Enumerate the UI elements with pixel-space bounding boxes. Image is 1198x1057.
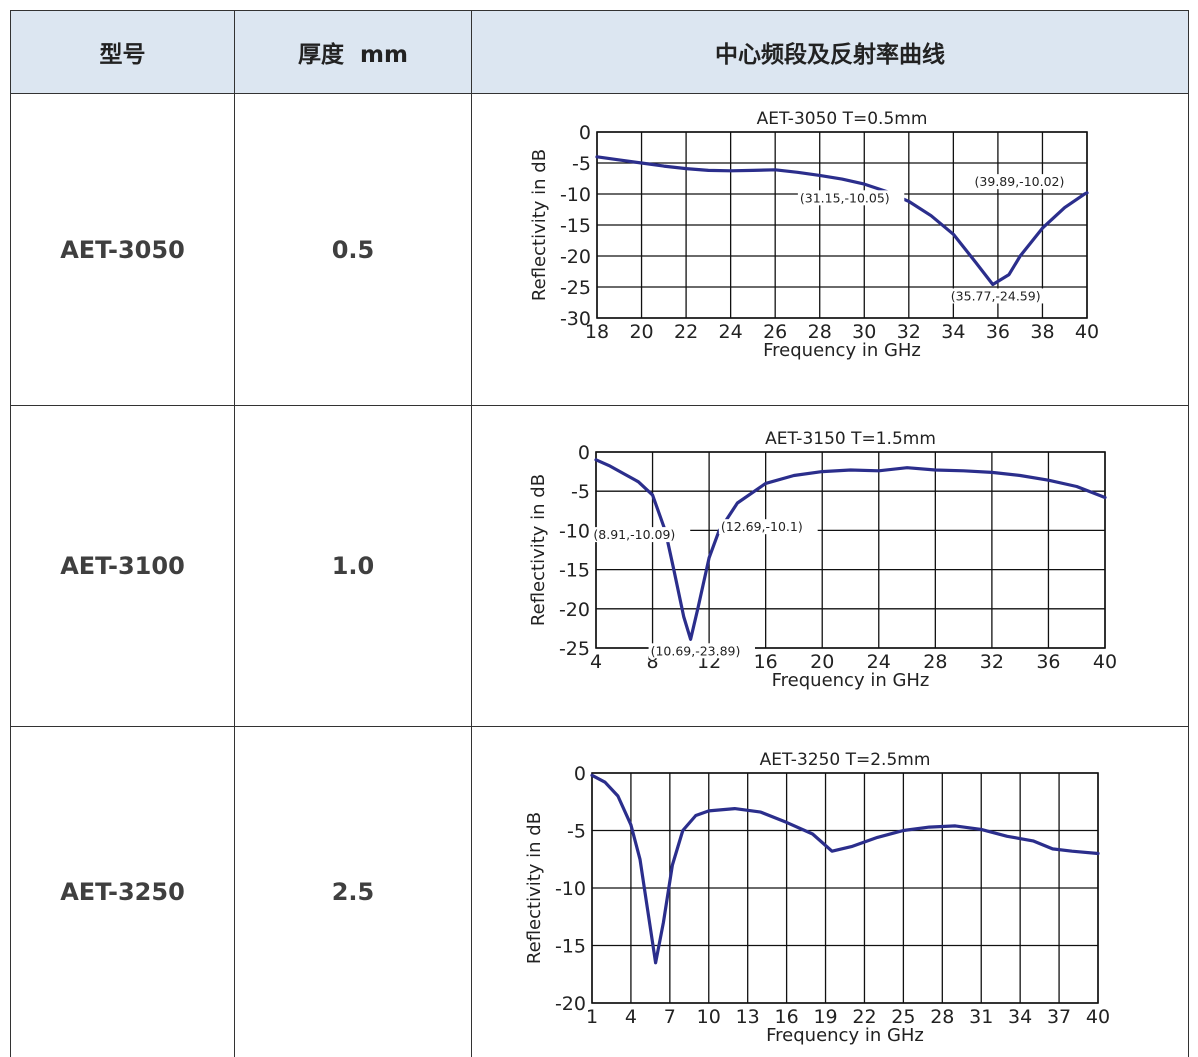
chart-title: AET-3150 T=1.5mm xyxy=(765,429,936,449)
point-annotation: (8.91,-10.09) xyxy=(593,527,675,542)
y-tick-label: -10 xyxy=(560,184,591,206)
x-tick-label: 28 xyxy=(923,651,947,673)
annotation-background xyxy=(797,190,905,206)
model-cell: AET-3050 xyxy=(10,93,235,406)
x-tick-label: 36 xyxy=(986,321,1010,343)
x-tick-label: 24 xyxy=(719,321,743,343)
plot-frame xyxy=(596,131,1088,319)
y-tick-label: -25 xyxy=(560,277,591,299)
reflectivity-curve xyxy=(590,773,1100,965)
y-tick-label: -5 xyxy=(567,821,586,843)
x-tick-label: 18 xyxy=(585,321,609,343)
y-tick-label: -20 xyxy=(560,246,591,268)
table-row: AET-3250 2.5 AET-3250 T=2.5mm 1 4 7 10 13 16 19… xyxy=(10,726,1189,1057)
reflectivity-chart-aet-3050: AET-3050 T=0.5mm 18 20 22 24 26 28 30 32 34 36 38 40… xyxy=(529,109,1099,361)
header-curve: 中心频段及反射率曲线 xyxy=(471,10,1189,94)
y-tick-label: -25 xyxy=(559,638,590,660)
x-tick-label: 31 xyxy=(969,1006,993,1028)
x-tick-label: 34 xyxy=(1008,1006,1032,1028)
x-tick-label: 20 xyxy=(629,321,653,343)
chart-title: AET-3050 T=0.5mm xyxy=(757,109,928,129)
reflectivity-chart-aet-3250: AET-3250 T=2.5mm 1 4 7 10 13 16 19 22 25 28 31 34 37 4… xyxy=(524,750,1110,1046)
y-tick-label: -20 xyxy=(555,993,586,1015)
point-annotation: (39.89,-10.02) xyxy=(975,174,1065,189)
point-annotation: (10.69,-23.89) xyxy=(651,643,741,658)
plot-frame xyxy=(591,772,1099,1004)
x-tick-label: 16 xyxy=(775,1006,799,1028)
x-tick-label: 32 xyxy=(980,651,1004,673)
x-tick-label: 40 xyxy=(1086,1006,1110,1028)
x-tick-label: 38 xyxy=(1030,321,1054,343)
x-tick-label: 22 xyxy=(852,1006,876,1028)
model-cell: AET-3250 xyxy=(10,726,235,1057)
annotation-background xyxy=(972,174,1079,190)
y-tick-label: 0 xyxy=(579,122,591,144)
annotation-background xyxy=(718,519,818,535)
header-row: 型号 厚度 mm 中心频段及反射率曲线 xyxy=(10,10,1189,94)
table-row: AET-3050 0.5 AET-3050 T=0.5mm 18 20 22 24 26 2… xyxy=(10,93,1189,406)
x-tick-label: 28 xyxy=(930,1006,954,1028)
y-tick-label: -15 xyxy=(559,560,590,582)
x-tick-label: 19 xyxy=(813,1006,837,1028)
x-tick-label: 4 xyxy=(625,1006,637,1028)
plot-frame xyxy=(595,451,1106,649)
annotation-background xyxy=(948,288,1056,304)
y-axis-label: Reflectivity in dB xyxy=(528,474,549,626)
x-tick-label: 37 xyxy=(1047,1006,1071,1028)
x-tick-label: 26 xyxy=(763,321,787,343)
y-tick-label: -10 xyxy=(555,878,586,900)
y-tick-label: -15 xyxy=(560,215,591,237)
y-tick-label: -30 xyxy=(560,308,591,330)
header-model: 型号 xyxy=(10,10,235,94)
chart-cell: AET-3050 T=0.5mm 18 20 22 24 26 28 30 32 34 36 38 40… xyxy=(471,93,1189,406)
x-tick-label: 40 xyxy=(1093,651,1117,673)
y-tick-label: -5 xyxy=(571,481,590,503)
x-tick-label: 40 xyxy=(1075,321,1099,343)
point-annotation: (31.15,-10.05) xyxy=(800,190,890,205)
chart-cell: AET-3250 T=2.5mm 1 4 7 10 13 16 19 22 25 28 31 34 37 4… xyxy=(471,726,1189,1057)
x-tick-label: 36 xyxy=(1036,651,1060,673)
y-tick-label: -15 xyxy=(555,936,586,958)
reflectivity-curve xyxy=(595,155,1089,287)
y-axis-label: Reflectivity in dB xyxy=(529,149,550,301)
chart-cell: AET-3150 T=1.5mm 4 8 12 16 20 24 28 32 36 40 0 -5 -10… xyxy=(471,405,1189,727)
x-tick-label: 1 xyxy=(586,1006,598,1028)
x-axis-label: Frequency in GHz xyxy=(772,670,930,691)
point-annotation: (12.69,-10.1) xyxy=(721,519,803,534)
x-tick-label: 28 xyxy=(808,321,832,343)
reflectivity-curve xyxy=(594,458,1107,641)
annotation-background xyxy=(648,643,755,659)
y-tick-label: -20 xyxy=(559,599,590,621)
x-tick-label: 22 xyxy=(674,321,698,343)
thickness-cell: 1.0 xyxy=(234,405,472,727)
x-tick-label: 24 xyxy=(867,651,891,673)
x-axis-label: Frequency in GHz xyxy=(766,1025,924,1046)
point-annotation: (35.77,-24.59) xyxy=(951,288,1041,303)
spec-table: 型号 厚度 mm 中心频段及反射率曲线 AET-3050 0.5 AET-305… xyxy=(10,10,1189,1057)
y-tick-label: 0 xyxy=(574,763,586,785)
chart-title: AET-3250 T=2.5mm xyxy=(760,750,931,770)
thickness-cell: 2.5 xyxy=(234,726,472,1057)
x-tick-label: 10 xyxy=(697,1006,721,1028)
y-tick-label: 0 xyxy=(578,442,590,464)
x-tick-label: 25 xyxy=(891,1006,915,1028)
annotation-background xyxy=(591,527,691,543)
x-tick-label: 20 xyxy=(810,651,834,673)
thickness-cell: 0.5 xyxy=(234,93,472,406)
y-axis-label: Reflectivity in dB xyxy=(524,812,545,964)
x-tick-label: 13 xyxy=(736,1006,760,1028)
x-tick-label: 16 xyxy=(754,651,778,673)
y-tick-label: -5 xyxy=(572,153,591,175)
table-row: AET-3100 1.0 AET-3150 T=1.5mm 4 8 12 16 20 24 2… xyxy=(10,405,1189,727)
model-cell: AET-3100 xyxy=(10,405,235,727)
y-tick-label: -10 xyxy=(559,520,590,542)
x-tick-label: 4 xyxy=(590,651,602,673)
x-tick-label: 30 xyxy=(852,321,876,343)
x-tick-label: 34 xyxy=(941,321,965,343)
x-tick-label: 7 xyxy=(664,1006,676,1028)
x-axis-label: Frequency in GHz xyxy=(763,340,921,361)
header-thickness: 厚度 mm xyxy=(234,10,472,94)
x-tick-label: 32 xyxy=(897,321,921,343)
